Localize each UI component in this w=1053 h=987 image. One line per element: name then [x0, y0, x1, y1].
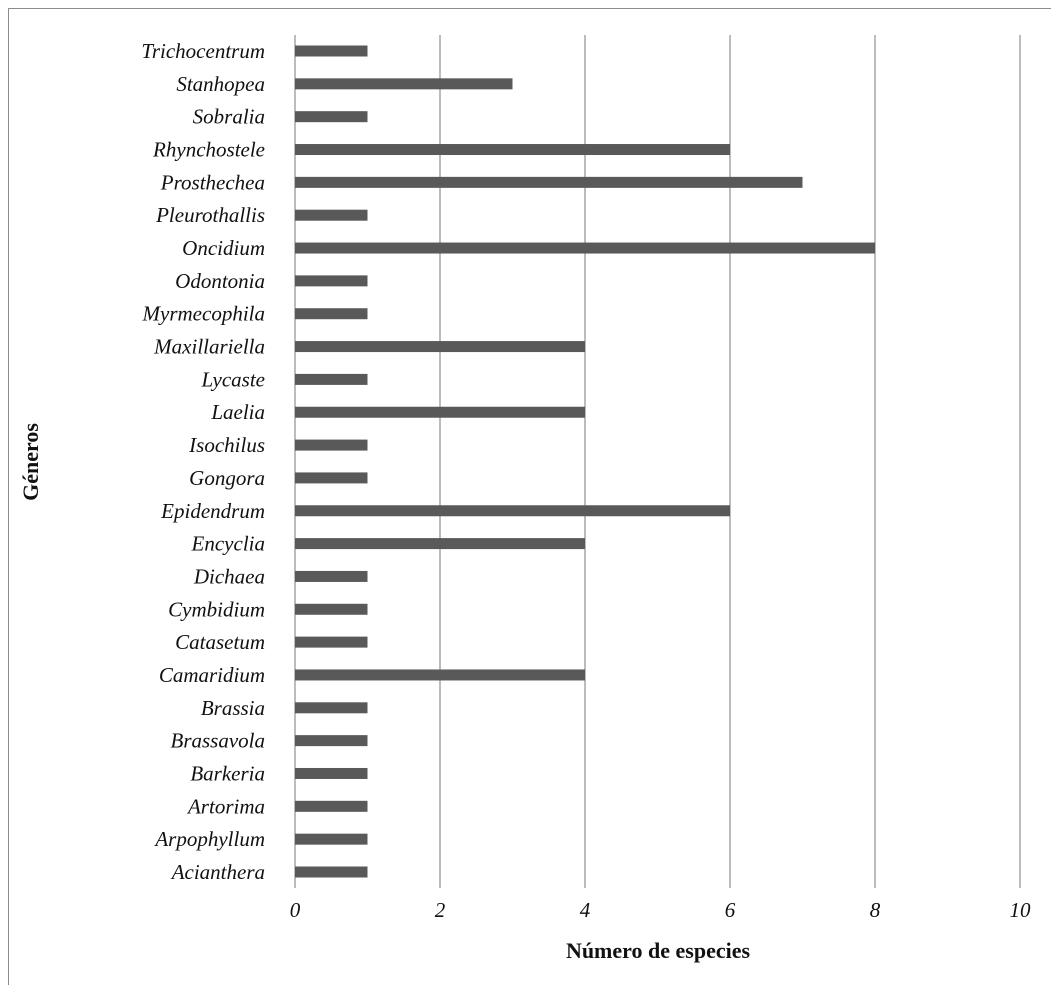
category-label: Myrmecophila — [142, 302, 265, 326]
category-label: Lycaste — [200, 367, 265, 391]
bar-dichaea — [295, 570, 368, 582]
category-label: Arpophyllum — [153, 827, 265, 851]
x-axis-title: Número de especies — [566, 938, 751, 963]
bar-oncidium — [295, 242, 875, 254]
category-label: Brassia — [201, 696, 265, 720]
bar-sobralia — [295, 111, 368, 123]
bar-barkeria — [295, 767, 368, 779]
bar-odontonia — [295, 275, 368, 287]
bar-lycaste — [295, 373, 368, 385]
x-tick-labels: 0 2 4 6 8 10 — [290, 898, 1031, 922]
category-label: Laelia — [210, 400, 265, 424]
x-tick-label: 6 — [725, 898, 736, 922]
category-label: Acianthera — [170, 860, 265, 884]
category-label: Oncidium — [182, 236, 265, 260]
bar-prosthechea — [295, 176, 803, 188]
bar-pleurothallis — [295, 209, 368, 221]
x-tick-label: 4 — [580, 898, 591, 922]
x-tick-label: 2 — [435, 898, 446, 922]
bar-brassia — [295, 702, 368, 714]
category-label: Maxillariella — [153, 335, 265, 359]
x-tick-label: 8 — [870, 898, 881, 922]
category-label: Brassavola — [171, 729, 266, 753]
category-label: Artorima — [186, 794, 265, 818]
bar-cymbidium — [295, 603, 368, 615]
category-label: Prosthechea — [160, 170, 265, 194]
bar-catasetum — [295, 636, 368, 648]
bar-brassavola — [295, 735, 368, 747]
bar-camaridium — [295, 669, 585, 681]
bar-gongora — [295, 472, 368, 484]
category-label: Odontonia — [175, 269, 265, 293]
category-label: Isochilus — [188, 433, 265, 457]
category-label: Barkeria — [190, 761, 265, 785]
category-label: Rhynchostele — [152, 138, 265, 162]
category-label: Encyclia — [191, 532, 265, 556]
category-label: Epidendrum — [160, 499, 265, 523]
category-label: Dichaea — [193, 564, 265, 588]
x-tick-label: 10 — [1010, 898, 1032, 922]
category-label: Gongora — [189, 466, 265, 490]
bar-rhynchostele — [295, 144, 730, 156]
bar-maxillariella — [295, 341, 585, 353]
bar-trichocentrum — [295, 45, 368, 57]
category-label: Catasetum — [175, 630, 265, 654]
bar-isochilus — [295, 439, 368, 451]
bar-stanhopea — [295, 78, 513, 90]
bar-acianthera — [295, 866, 368, 878]
category-labels: Acianthera Arpophyllum Artorima Barkeria Bra… — [141, 39, 265, 884]
category-label: Camaridium — [159, 663, 265, 687]
bar-laelia — [295, 406, 585, 418]
y-axis-title: Géneros — [18, 423, 43, 501]
category-label: Sobralia — [193, 105, 265, 129]
gridlines — [294, 35, 1021, 888]
bar-artorima — [295, 800, 368, 812]
bars — [295, 45, 875, 878]
figure-frame — [8, 8, 1051, 985]
bar-myrmecophila — [295, 308, 368, 320]
x-tick-label: 0 — [290, 898, 301, 922]
bar-epidendrum — [295, 505, 730, 517]
category-label: Trichocentrum — [141, 39, 265, 63]
category-label: Cymbidium — [168, 597, 265, 621]
category-label: Pleurothallis — [155, 203, 265, 227]
category-label: Stanhopea — [176, 72, 265, 96]
bar-encyclia — [295, 538, 585, 550]
bar-arpophyllum — [295, 833, 368, 845]
